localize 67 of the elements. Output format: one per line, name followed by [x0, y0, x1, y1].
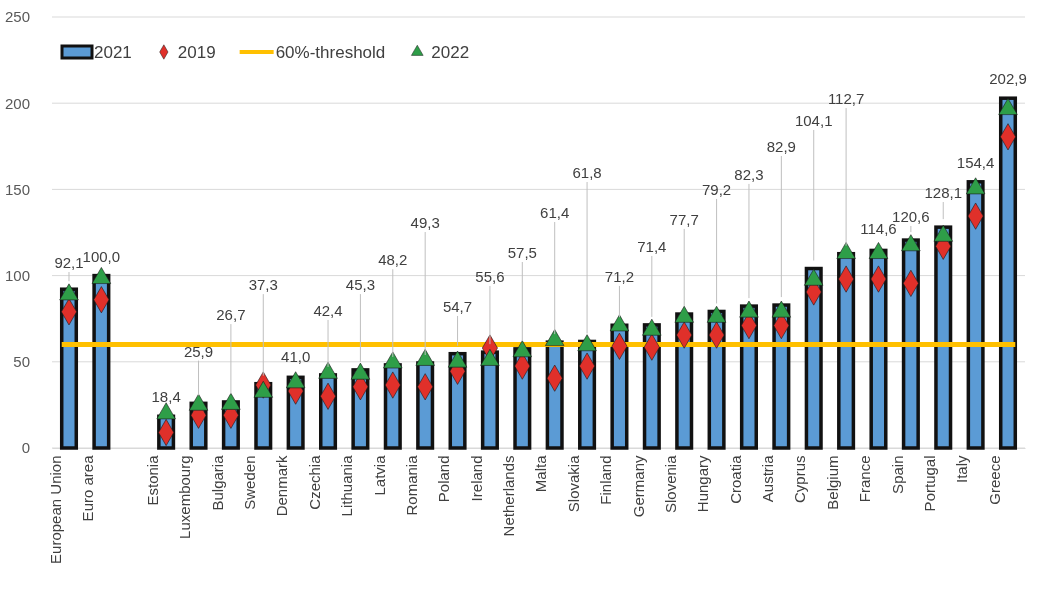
x-tick-label: Netherlands: [500, 455, 518, 537]
x-tick-label: Bulgaria: [208, 454, 226, 511]
x-tick-label: Italy: [953, 455, 971, 484]
data-label: 77,7: [669, 210, 699, 228]
data-label: 92,1: [54, 254, 84, 272]
data-label: 42,4: [313, 301, 343, 319]
data-label: 112,7: [827, 90, 865, 108]
data-label: 57,5: [507, 244, 537, 262]
y-tick-label: 200: [4, 94, 30, 112]
x-tick-label: Greece: [985, 455, 1003, 505]
data-label: 18,4: [151, 387, 181, 405]
data-label: 55,6: [475, 267, 505, 285]
x-tick-label: Slovakia: [564, 454, 582, 513]
data-label: 154,4: [956, 153, 995, 171]
x-tick-label: Belgium: [823, 455, 841, 510]
x-tick-label: Germany: [629, 455, 647, 518]
data-label: 82,9: [766, 137, 796, 155]
data-label: 61,8: [572, 164, 602, 182]
data-label: 45,3: [345, 276, 376, 294]
x-tick-label: Latvia: [370, 454, 388, 496]
y-tick-label: 150: [4, 180, 30, 198]
data-label: 79,2: [701, 180, 732, 198]
x-tick-label: Romania: [402, 454, 420, 516]
x-tick-label: Cyprus: [791, 455, 809, 504]
data-label: 54,7: [442, 297, 473, 315]
x-tick-label: France: [856, 455, 874, 503]
data-label: 26,7: [216, 306, 246, 324]
data-label: 202,9: [989, 70, 1027, 88]
x-tick-label: Portugal: [920, 455, 938, 512]
x-tick-label: Denmark: [273, 455, 291, 517]
data-label: 104,1: [794, 111, 833, 129]
y-tick-label: 0: [21, 439, 30, 457]
x-tick-label: Austria: [759, 454, 777, 503]
data-label: 25,9: [183, 342, 214, 360]
x-tick-label: Slovenia: [661, 454, 679, 514]
legend-label: 2021: [94, 43, 132, 62]
x-tick-label: Hungary: [694, 455, 712, 513]
x-tick-label: Croatia: [726, 454, 744, 504]
data-label: 128,1: [924, 184, 963, 202]
data-label: 71,2: [604, 267, 635, 285]
x-tick-label: Luxembourg: [176, 455, 194, 539]
data-label: 71,4: [637, 237, 667, 255]
data-label: 49,3: [410, 214, 440, 232]
data-label: 61,4: [540, 204, 570, 222]
x-tick-label: Malta: [532, 454, 550, 493]
legend-label: 2019: [177, 43, 216, 62]
x-tick-label: Sweden: [241, 455, 259, 510]
data-label: 37,3: [248, 276, 278, 294]
x-tick-label: Poland: [435, 455, 453, 503]
data-label: 100,0: [82, 247, 121, 265]
x-tick-label: Lithuania: [338, 454, 356, 517]
x-tick-label: European Union: [46, 455, 64, 564]
x-tick-label: Spain: [888, 455, 906, 494]
y-tick-label: 100: [4, 266, 30, 284]
data-label: 41,0: [281, 347, 311, 365]
x-tick-label: Finland: [597, 455, 615, 505]
data-label: 48,2: [378, 251, 408, 269]
legend-label: 60%-threshold: [275, 43, 386, 62]
data-label: 120,6: [892, 207, 930, 225]
x-tick-label: Ireland: [467, 455, 485, 502]
x-tick-label: Czechia: [305, 454, 323, 510]
x-tick-label: Euro area: [79, 454, 97, 522]
data-label: 82,3: [734, 165, 764, 183]
y-tick-label: 50: [13, 353, 30, 371]
y-tick-label: 250: [4, 8, 30, 26]
legend-label: 2022: [431, 43, 470, 62]
x-tick-label: Estonia: [143, 454, 161, 506]
